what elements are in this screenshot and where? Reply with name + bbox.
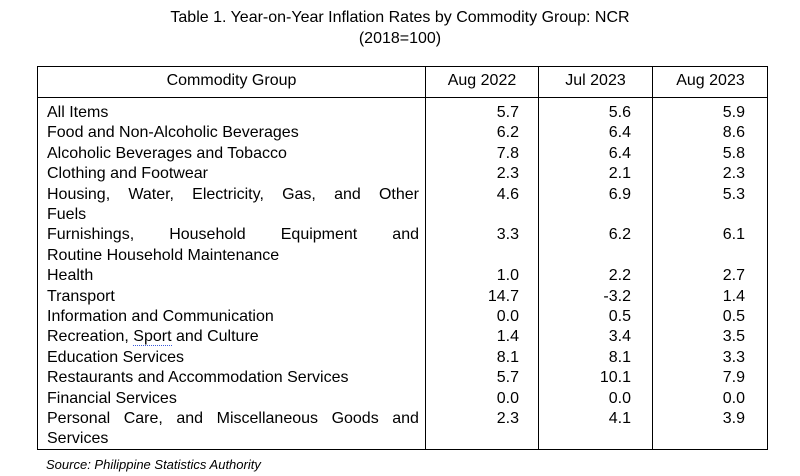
row-value: 5.3: [722, 185, 745, 203]
row-label-line: Housing, Water, Electricity, Gas, and Other: [47, 185, 419, 203]
row-value: 1.4: [722, 287, 745, 305]
row-label: Food and Non-Alcoholic Beverages: [47, 124, 299, 142]
row-label-line: Routine Household Maintenance: [47, 246, 280, 264]
row-label: Housing, Water, Electricity, Gas, and Other Fu…: [47, 185, 419, 226]
header-aug-2023: Aug 2023: [676, 72, 745, 89]
row-value: 0.0: [496, 308, 519, 325]
row-value: 2.3: [496, 410, 519, 427]
row-label-line: Services: [47, 430, 109, 448]
row-value: 3.4: [608, 328, 631, 346]
row-value: -3.2: [603, 287, 631, 305]
row-value: 3.5: [722, 328, 745, 346]
row-value: 6.9: [608, 185, 631, 203]
row-value: 6.1: [722, 226, 745, 244]
row-value: 6.4: [608, 124, 631, 142]
row-label-line: Furnishings, Household Equipment and: [47, 226, 419, 244]
column-divider: [652, 67, 653, 449]
row-value: 7.9: [722, 369, 745, 387]
row-label: Personal Care, and Miscellaneous Goods and Ser…: [47, 409, 419, 450]
row-value: 3.3: [496, 226, 519, 244]
row-label: Alcoholic Beverages and Tobacco: [47, 144, 287, 162]
row-label: Recreation, Sport and Culture: [47, 328, 259, 347]
row-value: 8.1: [496, 348, 519, 366]
column-divider: [538, 67, 539, 449]
row-label: All Items: [47, 104, 109, 121]
row-label: Information and Communication: [47, 308, 274, 325]
row-value: 8.1: [608, 348, 631, 366]
row-label: Financial Services: [47, 389, 177, 407]
row-value: 3.3: [722, 348, 745, 366]
header-aug-2022: Aug 2022: [447, 72, 517, 89]
header-jul-2023: Jul 2023: [565, 72, 626, 89]
row-value: 2.7: [722, 267, 745, 285]
header-commodity-group: Commodity Group: [166, 72, 297, 89]
row-label: Education Services: [47, 348, 184, 366]
row-value: 0.5: [608, 308, 631, 325]
row-value: 0.5: [722, 308, 745, 325]
row-value: 8.6: [722, 124, 745, 142]
row-value: 14.7: [487, 287, 519, 305]
row-value: 5.8: [722, 144, 745, 162]
row-value: 6.4: [608, 144, 631, 162]
row-value: 1.4: [496, 328, 519, 346]
row-label: Restaurants and Accommodation Services: [47, 369, 349, 387]
inflation-table: Commodity Group Aug 2022 Jul 2023 Aug 20…: [37, 66, 768, 450]
row-label-line: Fuels: [47, 206, 87, 223]
row-value: 2.2: [608, 267, 631, 285]
row-value: 10.1: [599, 369, 631, 387]
row-value: 6.2: [496, 124, 519, 142]
row-value: 1.0: [496, 267, 519, 285]
column-divider: [425, 67, 426, 449]
row-label: Furnishings, Household Equipment and Routine…: [47, 225, 419, 266]
table-title: Table 1. Year-on-Year Inflation Rates by…: [170, 9, 630, 26]
row-value: 7.8: [496, 144, 519, 162]
row-value: 0.0: [722, 389, 745, 407]
row-label: Transport: [47, 287, 115, 305]
row-label-line: Personal Care, and Miscellaneous Goods and: [47, 410, 419, 427]
row-value: 0.0: [496, 389, 519, 407]
row-value: 5.6: [608, 104, 631, 121]
row-label: Clothing and Footwear: [47, 165, 208, 183]
row-value: 2.3: [722, 165, 745, 183]
row-label: Health: [47, 267, 94, 285]
row-value: 4.6: [496, 185, 519, 203]
row-value: 4.1: [608, 410, 631, 427]
row-value: 2.3: [496, 165, 519, 183]
row-value: 3.9: [722, 410, 745, 427]
row-value: 0.0: [608, 389, 631, 407]
row-value: 6.2: [608, 226, 631, 244]
source-note: Source: Philippine Statistics Authority: [46, 457, 261, 472]
header-divider: [38, 97, 767, 98]
row-value: 5.9: [722, 104, 745, 121]
row-value: 5.7: [496, 104, 519, 121]
table-subtitle: (2018=100): [358, 30, 442, 47]
row-value: 5.7: [496, 369, 519, 387]
row-value: 2.1: [608, 165, 631, 183]
